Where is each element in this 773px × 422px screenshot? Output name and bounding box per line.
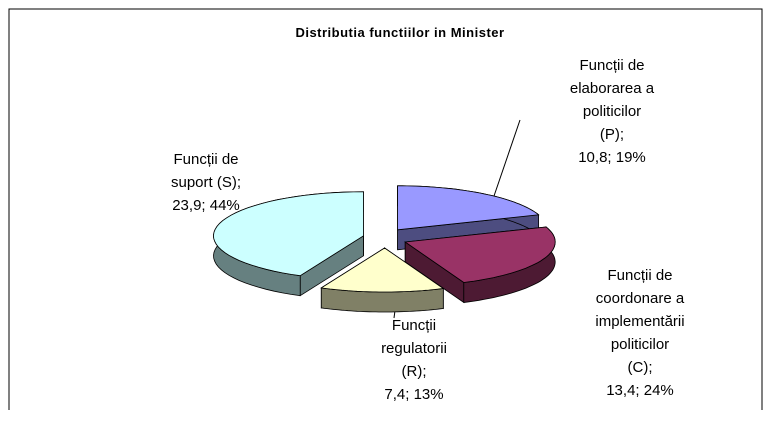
data-label-value: 10,8; 19% xyxy=(578,149,646,166)
slice-top xyxy=(404,226,556,283)
data-label-value: 23,9; 44% xyxy=(172,197,240,214)
data-label-category: Funcții de elaborarea a politicilor (P); xyxy=(570,57,655,143)
slice-top xyxy=(320,247,445,293)
data-label-value: 13,4; 24% xyxy=(606,382,674,399)
chart-frame xyxy=(8,8,763,410)
data-label-value: 7,4; 13% xyxy=(384,386,443,403)
slice xyxy=(320,247,445,313)
data-label-category: Funcții de suport (S); xyxy=(171,151,241,191)
slice xyxy=(404,226,556,304)
data-label-category: Funcții regulatorii (R); xyxy=(381,317,447,380)
leader-line xyxy=(493,119,521,197)
slice-top xyxy=(397,185,540,231)
slice xyxy=(213,191,364,297)
data-label-category: Funcții de coordonare a implementării polit… xyxy=(595,267,684,376)
slice-top xyxy=(213,191,364,277)
chart-title: Distributia functiilor in Minister xyxy=(295,25,504,40)
